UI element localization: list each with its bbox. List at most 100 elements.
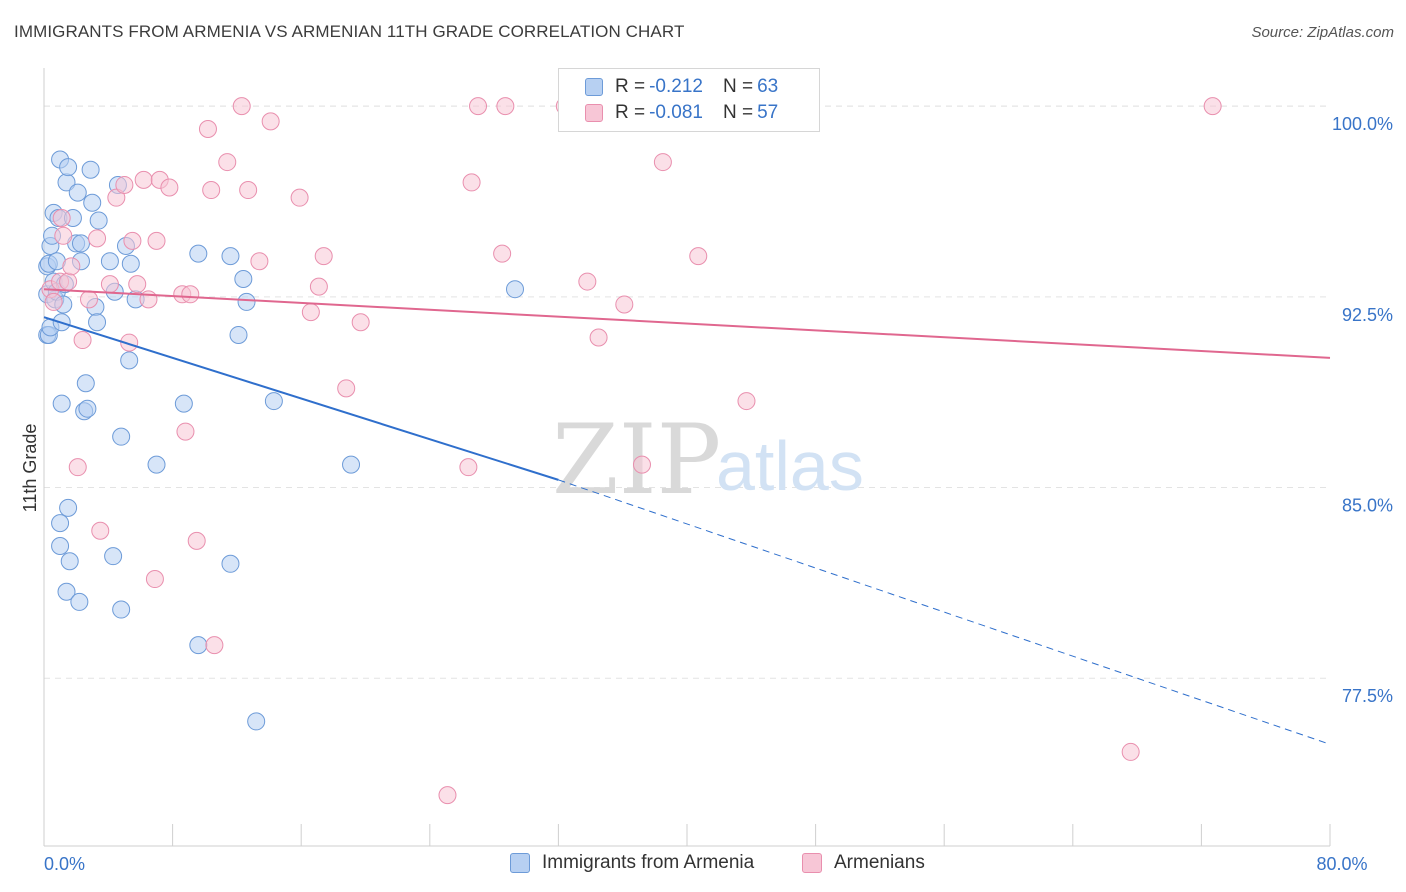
point-armenian [139,290,158,309]
point-armenia-immigrant [264,392,283,411]
point-armenian [351,313,370,332]
point-armenian [496,97,515,116]
legend-n-label: N = [722,76,754,97]
point-armenia-immigrant [342,455,361,474]
y-axis-title: 11th Grade [20,424,40,513]
point-armenian [100,275,119,294]
data-points [38,97,1222,805]
point-armenia-immigrant [104,547,123,566]
grid-lines [44,105,1330,679]
stats-legend: R = -0.212 N = 63 R = -0.081 N = 57 [558,68,820,132]
point-armenian [62,257,81,276]
point-armenian [578,272,597,291]
point-armenian [68,458,87,477]
point-armenia-immigrant [78,399,97,418]
point-armenian [160,178,179,197]
point-armenian [301,303,320,322]
point-armenian [123,231,142,250]
point-armenian [314,247,333,266]
trend-line-armenia-immigrant [43,316,559,481]
point-armenian [88,229,107,248]
point-armenia-immigrant [57,582,76,601]
watermark: ZIP atlas [552,404,864,516]
y-tick-label: 92.5% [1342,305,1393,325]
legend-r-label: R = [615,102,646,123]
point-armenian [462,173,481,192]
point-armenia-immigrant [70,592,89,611]
legend-swatch-pink [585,104,603,122]
legend-n-label: N = [722,102,754,123]
legend-swatch-blue [585,78,603,96]
point-armenia-immigrant [71,234,90,253]
bottom-legend-label: Armenians [834,852,925,873]
point-armenian [653,153,672,172]
point-armenian [202,181,221,200]
point-armenia-immigrant [121,254,140,273]
point-armenia-immigrant [100,252,119,271]
x-tick-label: 0.0% [44,854,85,874]
point-armenian [1203,97,1222,116]
point-armenian [134,170,153,189]
point-armenia-immigrant [189,636,208,655]
point-armenian [128,275,147,294]
point-armenia-immigrant [76,374,95,393]
trend-line-extension [558,479,1331,745]
point-armenia-immigrant [234,270,253,289]
point-armenian [1121,742,1140,761]
axis-labels: 100.0% 92.5% 85.0% 77.5% 0.0% 80.0% [44,114,1393,874]
legend-r-label: R = [615,76,646,97]
point-armenia-immigrant [81,160,100,179]
legend-n-value: 57 [757,102,779,123]
point-armenia-immigrant [229,325,248,344]
point-armenian [115,175,134,194]
point-armenia-immigrant [88,313,107,332]
y-tick-label: 100.0% [1332,114,1393,134]
y-tick-label: 85.0% [1342,496,1393,516]
point-armenian [438,786,457,805]
point-armenian [198,120,217,139]
legend-row-armenia: R = -0.212 N = 63 [585,75,778,99]
point-armenian [632,455,651,474]
point-armenian [689,247,708,266]
point-armenian [615,295,634,314]
point-armenian [337,379,356,398]
point-armenia-immigrant [237,292,256,311]
point-armenian [493,244,512,263]
point-armenia-immigrant [189,244,208,263]
legend-row-armenians: R = -0.081 N = 57 [585,101,778,125]
trend-line-armenian [43,288,1331,359]
point-armenia-immigrant [60,552,79,571]
point-armenian [250,252,269,271]
point-armenia-immigrant [120,351,139,370]
point-armenia-immigrant [68,183,87,202]
x-tick-label: 80.0% [1316,854,1367,874]
point-armenian [737,392,756,411]
legend-r-value: -0.212 [649,76,703,97]
point-armenian [54,226,73,245]
point-armenian [181,285,200,304]
point-armenian [218,153,237,172]
point-armenian [239,181,258,200]
point-armenia-immigrant [112,600,131,619]
point-armenian [205,636,224,655]
point-armenian [469,97,488,116]
bottom-legend-swatch-pink [802,853,822,873]
point-armenia-immigrant [112,427,131,446]
point-armenia-immigrant [247,712,266,731]
bottom-legend-armenians: Armenians [802,852,925,874]
point-armenian [187,531,206,550]
point-armenian [459,458,478,477]
trend-lines [43,288,1331,745]
point-armenia-immigrant [83,193,102,212]
point-armenian [589,328,608,347]
source-credit: Source: ZipAtlas.com [1251,24,1394,41]
point-armenian [176,422,195,441]
point-armenian [145,570,164,589]
bottom-legend-label: Immigrants from Armenia [542,852,755,873]
legend-n-value: 63 [757,76,779,97]
point-armenia-immigrant [51,514,70,533]
point-armenia-immigrant [174,394,193,413]
point-armenia-immigrant [147,455,166,474]
point-armenian [80,290,99,309]
